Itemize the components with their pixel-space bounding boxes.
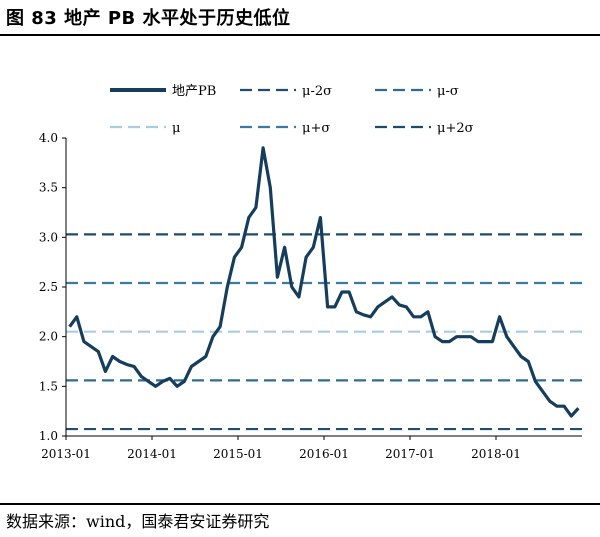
legend-item: μ-2σ bbox=[240, 84, 332, 99]
legend-item: μ-σ bbox=[375, 84, 459, 99]
chart-svg: 地产PB μ-2σ μ-σ μ μ+σ μ+2σ 1.0 1.5 2.0 2.5 3.0 3.5 4.… bbox=[39, 84, 582, 461]
series-pb bbox=[68, 146, 580, 418]
legend-label: μ+2σ bbox=[437, 121, 474, 136]
bottom-rule bbox=[0, 503, 600, 505]
y-tick-label: 1.0 bbox=[39, 429, 58, 443]
legend-item: 地产PB bbox=[110, 84, 216, 99]
legend-label: μ-σ bbox=[437, 84, 459, 99]
legend-item: μ bbox=[110, 121, 180, 136]
x-tick-label: 2014-01 bbox=[127, 447, 177, 461]
x-tick-label: 2015-01 bbox=[213, 447, 263, 461]
legend-item: μ+σ bbox=[240, 121, 330, 136]
y-tick-label: 2.5 bbox=[39, 280, 58, 294]
y-tick-label: 2.0 bbox=[39, 330, 58, 344]
top-rule bbox=[0, 34, 600, 36]
legend-item: μ+2σ bbox=[375, 121, 474, 136]
legend-label: μ+σ bbox=[302, 121, 330, 136]
sigma-lines bbox=[66, 233, 582, 431]
source-note: 数据来源：wind，国泰君安证券研究 bbox=[6, 512, 270, 531]
figure-title: 图 83 地产 PB 水平处于历史低位 bbox=[6, 8, 291, 29]
pb-line bbox=[68, 146, 580, 418]
x-tick-label: 2018-01 bbox=[471, 447, 521, 461]
legend-label: μ bbox=[172, 121, 180, 136]
y-tick-label: 1.5 bbox=[39, 379, 58, 393]
chart-axes: 1.0 1.5 2.0 2.5 3.0 3.5 4.0 2013-01 2014-01 2015-… bbox=[39, 131, 582, 461]
legend-label: μ-2σ bbox=[302, 84, 332, 99]
y-tick-label: 3.0 bbox=[39, 230, 58, 244]
x-tick-label: 2017-01 bbox=[385, 447, 435, 461]
x-tick-label: 2016-01 bbox=[299, 447, 349, 461]
legend-label: 地产PB bbox=[172, 84, 216, 99]
chart-legend: 地产PB μ-2σ μ-σ μ μ+σ μ+2σ bbox=[110, 84, 474, 136]
x-tick-label: 2013-01 bbox=[41, 447, 91, 461]
y-tick-label: 4.0 bbox=[39, 131, 58, 145]
y-tick-label: 3.5 bbox=[39, 181, 58, 195]
